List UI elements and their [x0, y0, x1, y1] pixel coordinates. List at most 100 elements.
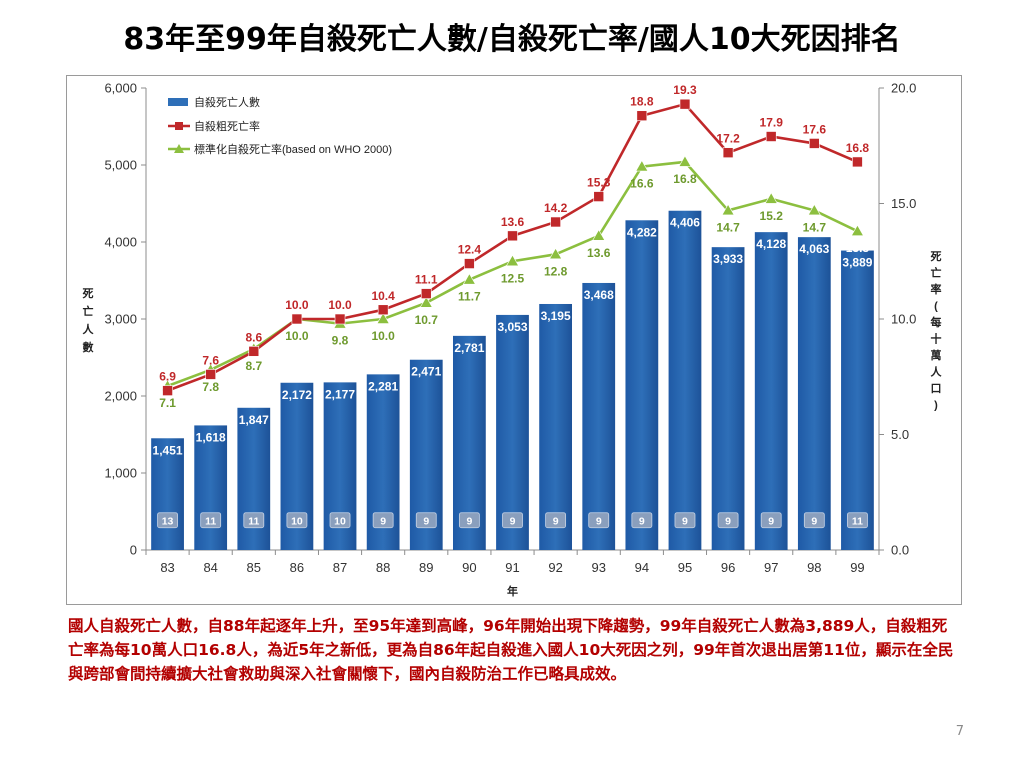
- rank-label: 10: [334, 516, 346, 528]
- bar-value-label: 1,847: [239, 413, 269, 427]
- crude-rate-point-96: [722, 147, 734, 158]
- rank-badge: [545, 512, 567, 529]
- x-tick-label: 96: [721, 560, 735, 575]
- x-tick-label: 89: [419, 560, 433, 575]
- rank-label: 10: [291, 516, 303, 528]
- standardized-rate-label: 13.6: [587, 246, 611, 260]
- bar-value-label: 2,177: [325, 387, 355, 401]
- standardized-rate-point-98: [807, 203, 821, 216]
- crude-rate-label: 13.6: [501, 215, 525, 229]
- crude-rate-point-97: [765, 131, 777, 142]
- crude-rate-label: 10.4: [371, 289, 395, 303]
- crude-rate-point-84: [205, 369, 216, 380]
- rank-badge: [674, 512, 696, 529]
- bar-value-label: 3,468: [584, 288, 614, 302]
- x-tick-label: 83: [160, 560, 174, 575]
- rank-badge: [157, 512, 178, 529]
- right-axis-title-char: ): [934, 400, 938, 412]
- standardized-rate-label: 15.2: [760, 209, 784, 223]
- bar-deaths-93: [582, 282, 616, 550]
- page-number: 7: [955, 724, 964, 739]
- x-tick-label: 88: [376, 560, 390, 575]
- crude-rate-label: 10.0: [328, 298, 352, 312]
- x-tick-label: 85: [247, 560, 261, 575]
- standardized-rate-point-99: [850, 224, 864, 237]
- bar-deaths-92: [539, 303, 573, 550]
- legend-label-standardized: 標準化自殺死亡率(based on WHO 2000): [194, 142, 392, 156]
- right-axis-title-char: 每: [931, 315, 942, 329]
- right-axis-title-char: (: [934, 301, 938, 313]
- right-tick-label: 20.0: [891, 81, 916, 96]
- standardized-rate-label: 16.8: [673, 172, 697, 186]
- rank-label: 9: [380, 516, 386, 528]
- x-tick-label: 97: [764, 560, 778, 575]
- standardized-rate-point-97: [764, 192, 778, 204]
- right-axis-title-char: 口: [931, 382, 942, 395]
- bar-value-label: 4,128: [756, 237, 786, 251]
- rank-label: 9: [466, 516, 472, 528]
- crude-rate-label: 11.1: [415, 273, 438, 287]
- rank-badge: [502, 512, 523, 529]
- x-axis-title: 年: [507, 584, 518, 598]
- crude-rate-point-86: [291, 313, 303, 325]
- left-axis-title-char: 人: [83, 322, 95, 336]
- bar-value-label: 4,282: [627, 225, 657, 239]
- crude-rate-point-87: [334, 313, 346, 325]
- rank-label: 9: [682, 516, 688, 528]
- standardized-rate-label: 11.7: [458, 290, 481, 304]
- standardized-rate-label: 14.7: [716, 220, 740, 234]
- lines-layer: [161, 98, 864, 396]
- standardized-rate-label: 7.1: [159, 396, 176, 410]
- rank-label: 9: [725, 516, 731, 528]
- standardized-rate-point-96: [721, 203, 735, 216]
- legend-label-crude: 自殺粗死亡率: [194, 119, 260, 133]
- bar-value-label: 3,195: [541, 309, 571, 323]
- x-tick-label: 91: [505, 560, 519, 575]
- left-axis-title-char: 死: [83, 287, 94, 300]
- x-tick-label: 99: [850, 560, 864, 575]
- legend-label-deaths: 自殺死亡人數: [194, 95, 260, 109]
- rank-badge: [329, 512, 351, 529]
- crude-rate-label: 12.4: [458, 243, 482, 257]
- crude-rate-point-92: [550, 216, 561, 228]
- left-tick-label: 5,000: [104, 158, 137, 173]
- standardized-rate-label: 12.5: [501, 271, 525, 285]
- rank-badge: [372, 512, 394, 529]
- rank-badge: [847, 512, 868, 529]
- standardized-rate-label: 10.7: [415, 313, 439, 327]
- crude-rate-point-85: [248, 346, 260, 357]
- rank-badge: [415, 512, 437, 529]
- crude-rate-point-90: [464, 258, 475, 269]
- standardized-rate-label: 9.8: [332, 334, 349, 348]
- rank-badge: [588, 512, 610, 529]
- standardized-rate-point-94: [635, 159, 649, 172]
- right-axis-title-char: 人: [931, 365, 943, 379]
- x-tick-label: 93: [592, 560, 606, 575]
- bar-deaths-85: [237, 407, 271, 550]
- bar-deaths-97: [754, 232, 788, 551]
- crude-rate-point-88: [377, 304, 389, 316]
- bar-deaths-95: [668, 210, 702, 550]
- crude-rate-point-93: [593, 191, 605, 202]
- x-tick-label: 92: [548, 560, 562, 575]
- bar-value-label: 2,281: [368, 379, 398, 393]
- bar-deaths-99: [841, 250, 874, 550]
- left-tick-label: 2,000: [104, 389, 137, 404]
- chart-area: 0 1,000 2,000 3,000 4,000 5,000 6,000 0.0 5.0 10.…: [66, 75, 962, 605]
- right-axis-title-char: 十: [931, 332, 942, 346]
- bar-deaths-91: [496, 314, 529, 550]
- x-tick-label: 95: [678, 560, 692, 575]
- combo-chart: 0 1,000 2,000 3,000 4,000 5,000 6,000 0.0 5.0 10.…: [66, 75, 962, 605]
- right-axis-title-char: 萬: [931, 348, 942, 362]
- rank-label: 9: [510, 516, 516, 528]
- left-tick-label: 1,000: [104, 466, 137, 481]
- rank-badge: [631, 512, 653, 529]
- bar-value-label: 3,933: [713, 252, 743, 266]
- x-tick-label: 94: [635, 560, 649, 575]
- bar-deaths-83: [151, 438, 184, 550]
- rank-badge: [286, 512, 308, 529]
- standardized-rate-label: 8.7: [245, 359, 262, 373]
- rank-label: 9: [423, 516, 429, 528]
- bar-value-label: 1,618: [196, 430, 226, 444]
- bar-value-label: 2,471: [411, 365, 441, 379]
